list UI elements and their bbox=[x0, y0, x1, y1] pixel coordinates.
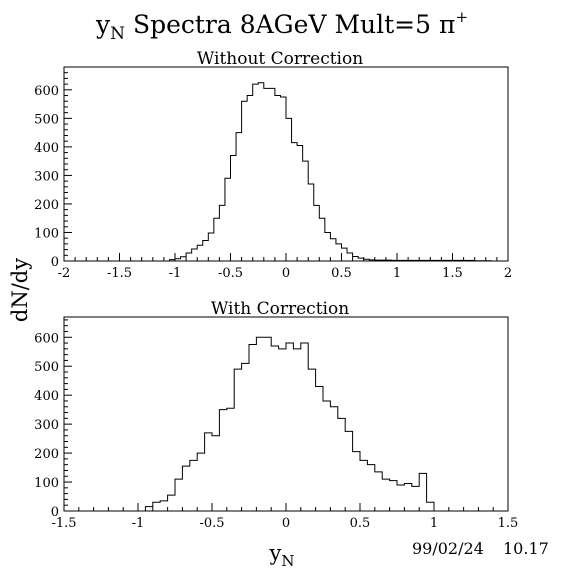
panel1-x-tick-label: -0.5 bbox=[218, 266, 243, 281]
panel2-x-tick-label: -1.5 bbox=[51, 516, 76, 531]
panel2-histogram-line bbox=[144, 336, 435, 511]
panel1-x-tick-label: 1 bbox=[393, 266, 401, 281]
panel1-frame bbox=[63, 66, 509, 262]
panel2-y-tick-label: 0 bbox=[51, 505, 59, 520]
time-stamp: 10.17 bbox=[503, 539, 549, 558]
panel1-y-tick-label: 400 bbox=[34, 141, 59, 156]
panel1-y-tick-label: 300 bbox=[34, 169, 59, 184]
panel2-x-tick-label: -1 bbox=[132, 516, 145, 531]
panel2-y-tick-label: 200 bbox=[34, 447, 59, 462]
panel2-x-tick-label: 1 bbox=[430, 516, 438, 531]
panel2-x-tick-label: 1.5 bbox=[498, 516, 519, 531]
panel1-y-tick-label: 100 bbox=[34, 226, 59, 241]
panel2-y-tick-label: 500 bbox=[34, 360, 59, 375]
panel1-y-tick-label: 0 bbox=[51, 255, 59, 270]
y-axis-label: dN/dy bbox=[8, 258, 32, 322]
panel1-x-tick-label: 0.5 bbox=[331, 266, 352, 281]
main-title: yN Spectra 8AGeV Mult=5 π+ bbox=[95, 8, 468, 44]
panel2-x-tick-label: 0.5 bbox=[350, 516, 371, 531]
panel1-y-tick-label: 500 bbox=[34, 112, 59, 127]
panel2-title: With Correction bbox=[211, 299, 349, 319]
panel1-y-tick-label: 600 bbox=[34, 84, 59, 99]
panel2-y-tick-label: 400 bbox=[34, 389, 59, 404]
date-stamp: 99/02/24 bbox=[412, 539, 484, 558]
panel2-y-tick-label: 600 bbox=[34, 331, 59, 346]
panel1-x-tick-label: 2 bbox=[504, 266, 512, 281]
panel1-x-tick-label: -1 bbox=[169, 266, 182, 281]
panel2-y-tick-label: 300 bbox=[34, 418, 59, 433]
panel1-x-tick-label: 0 bbox=[282, 266, 290, 281]
panel2-y-tick-label: 100 bbox=[34, 476, 59, 491]
panel1-y-tick-label: 200 bbox=[34, 198, 59, 213]
panel1-x-tick-label: -1.5 bbox=[107, 266, 132, 281]
panel1-histogram-line bbox=[168, 82, 492, 262]
x-axis-label: yN bbox=[269, 541, 295, 570]
panel2-x-tick-label: 0 bbox=[282, 516, 290, 531]
panel1-x-tick-label: 1.5 bbox=[442, 266, 463, 281]
panel2-x-tick-label: -0.5 bbox=[199, 516, 224, 531]
panel1-x-tick-label: -2 bbox=[58, 266, 71, 281]
panel-with-correction: With Correction -1.5 -1 -0.5 0 0.5 1 1.5 0 100 20… bbox=[34, 299, 518, 531]
panel1-title: Without Correction bbox=[197, 49, 363, 69]
panel-without-correction: Without Correction -2 -1.5 -1 -0.5 0 0.5 1 1.5 2… bbox=[34, 49, 512, 281]
